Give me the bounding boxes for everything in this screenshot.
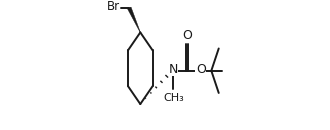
- Text: N: N: [168, 63, 178, 76]
- Polygon shape: [127, 7, 140, 32]
- Text: O: O: [182, 29, 192, 42]
- Text: O: O: [196, 63, 206, 76]
- Text: Br: Br: [107, 0, 120, 13]
- Text: CH₃: CH₃: [163, 93, 184, 103]
